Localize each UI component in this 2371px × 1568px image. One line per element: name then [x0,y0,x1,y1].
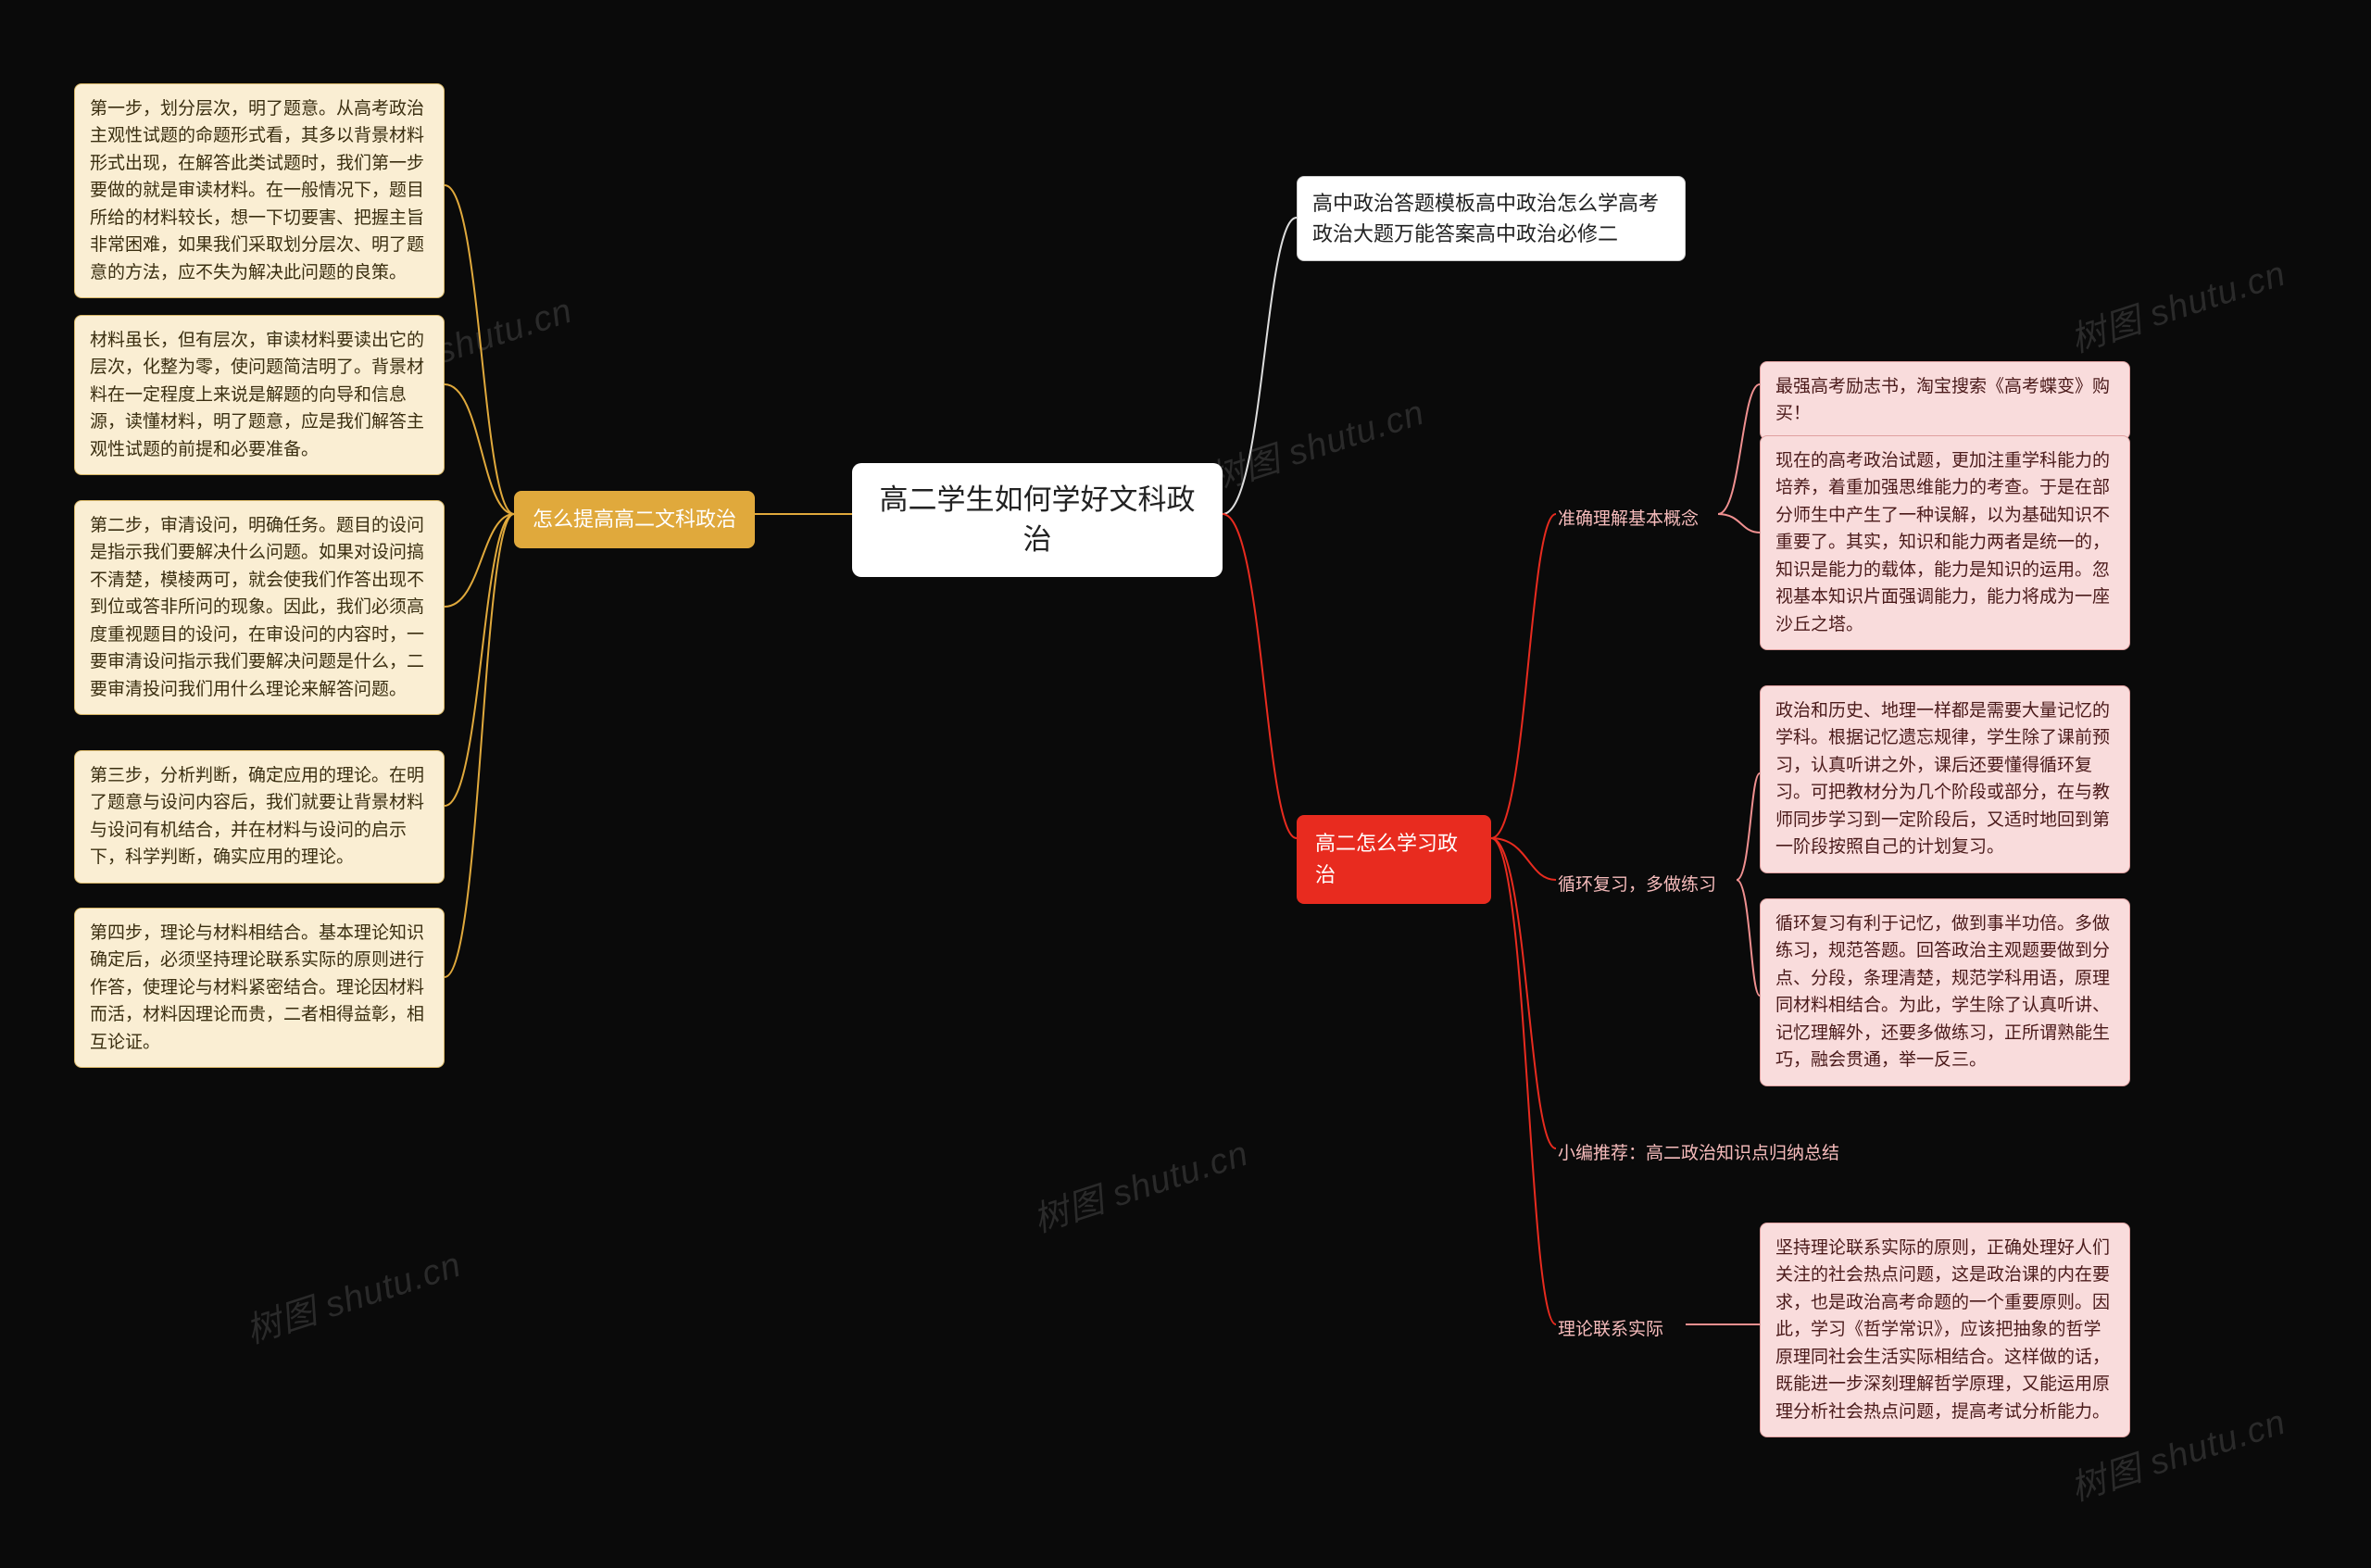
left-leaf-text: 第三步，分析判断，确定应用的理论。在明了题意与设问内容后，我们就要让背景材料与设… [90,766,424,867]
right-sub-text: 小编推荐：高二政治知识点归纳总结 [1558,1144,1839,1163]
right-top-leaf[interactable]: 高中政治答题模板高中政治怎么学高考政治大题万能答案高中政治必修二 [1297,176,1686,261]
right-sub-label[interactable]: 小编推荐：高二政治知识点归纳总结 [1556,1135,1841,1173]
left-branch-text: 怎么提高高二文科政治 [533,508,736,531]
left-leaf[interactable]: 第一步，划分层次，明了题意。从高考政治主观性试题的命题形式看，其多以背景材料形式… [74,83,445,298]
root-node[interactable]: 高二学生如何学好文科政治 [852,463,1223,577]
right-leaf[interactable]: 坚持理论联系实际的原则，正确处理好人们关注的社会热点问题，这是政治课的内在要求，… [1760,1223,2130,1437]
left-leaf-text: 第一步，划分层次，明了题意。从高考政治主观性试题的命题形式看，其多以背景材料形式… [90,99,424,282]
right-leaf[interactable]: 现在的高考政治试题，更加注重学科能力的培养，着重加强思维能力的考查。于是在部分师… [1760,435,2130,650]
left-branch-node[interactable]: 怎么提高高二文科政治 [514,491,755,548]
left-leaf[interactable]: 第二步，审清设问，明确任务。题目的设问是指示我们要解决什么问题。如果对设问搞不清… [74,500,445,715]
right-leaf-text: 循环复习有利于记忆，做到事半功倍。多做练习，规范答题。回答政治主观题要做到分点、… [1775,914,2110,1070]
right-sub-label[interactable]: 准确理解基本概念 [1556,500,1700,538]
right-branch-node[interactable]: 高二怎么学习政治 [1297,815,1491,904]
watermark: 树图 shutu.cn [1201,383,1429,501]
right-sub-label[interactable]: 理论联系实际 [1556,1311,1665,1348]
right-leaf-text: 坚持理论联系实际的原则，正确处理好人们关注的社会热点问题，这是政治课的内在要求，… [1775,1238,2110,1422]
right-leaf[interactable]: 最强高考励志书，淘宝搜索《高考蝶变》购买！ [1760,361,2130,440]
left-leaf[interactable]: 材料虽长，但有层次，审读材料要读出它的层次，化整为零，使问题简洁明了。背景材料在… [74,315,445,475]
left-leaf[interactable]: 第三步，分析判断，确定应用的理论。在明了题意与设问内容后，我们就要让背景材料与设… [74,750,445,884]
left-leaf-text: 第四步，理论与材料相结合。基本理论知识确定后，必须坚持理论联系实际的原则进行作答… [90,923,424,1052]
watermark: 树图 shutu.cn [238,1236,466,1353]
root-text: 高二学生如何学好文科政治 [880,483,1196,556]
watermark: 树图 shutu.cn [1025,1124,1253,1242]
right-leaf-text: 现在的高考政治试题，更加注重学科能力的培养，着重加强思维能力的考查。于是在部分师… [1775,451,2110,634]
right-branch-text: 高二怎么学习政治 [1315,832,1458,886]
left-leaf-text: 材料虽长，但有层次，审读材料要读出它的层次，化整为零，使问题简洁明了。背景材料在… [90,331,424,459]
right-leaf[interactable]: 政治和历史、地理一样都是需要大量记忆的学科。根据记忆遗忘规律，学生除了课前预习，… [1760,685,2130,873]
right-leaf-text: 最强高考励志书，淘宝搜索《高考蝶变》购买！ [1775,377,2110,423]
right-sub-text: 理论联系实际 [1558,1320,1663,1339]
right-sub-text: 准确理解基本概念 [1558,509,1699,529]
right-leaf[interactable]: 循环复习有利于记忆，做到事半功倍。多做练习，规范答题。回答政治主观题要做到分点、… [1760,898,2130,1086]
right-sub-label[interactable]: 循环复习，多做练习 [1556,866,1718,904]
left-leaf-text: 第二步，审清设问，明确任务。题目的设问是指示我们要解决什么问题。如果对设问搞不清… [90,516,424,699]
right-leaf-text: 政治和历史、地理一样都是需要大量记忆的学科。根据记忆遗忘规律，学生除了课前预习，… [1775,701,2110,857]
right-sub-text: 循环复习，多做练习 [1558,875,1716,895]
watermark: 树图 shutu.cn [2063,245,2290,362]
right-top-leaf-text: 高中政治答题模板高中政治怎么学高考政治大题万能答案高中政治必修二 [1312,192,1659,245]
left-leaf[interactable]: 第四步，理论与材料相结合。基本理论知识确定后，必须坚持理论联系实际的原则进行作答… [74,908,445,1068]
